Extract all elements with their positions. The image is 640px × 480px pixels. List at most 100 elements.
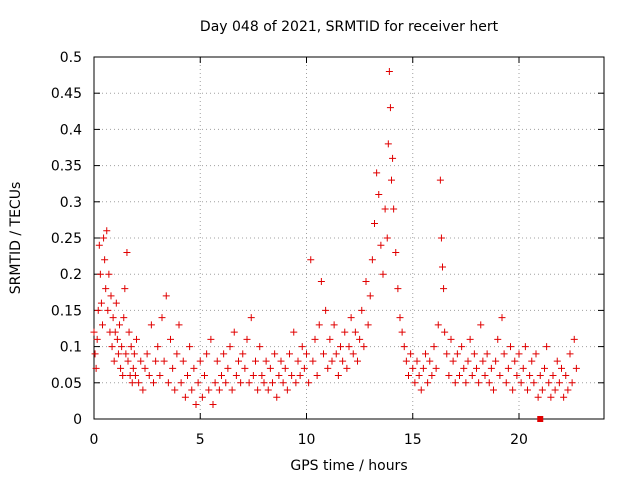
data-point	[521, 343, 529, 351]
grid	[94, 57, 604, 419]
data-point	[256, 343, 264, 351]
data-point	[298, 343, 306, 351]
data-point	[507, 343, 514, 351]
data-point	[392, 248, 400, 256]
data-point	[400, 343, 408, 351]
data-point	[528, 357, 536, 365]
data-point	[164, 379, 172, 387]
data-point	[104, 306, 112, 314]
data-point	[462, 379, 470, 387]
data-point	[300, 364, 308, 372]
data-point	[139, 386, 147, 394]
data-point	[560, 393, 568, 401]
data-point	[371, 220, 378, 228]
data-point	[517, 379, 525, 387]
data-point	[366, 292, 374, 300]
data-point	[388, 176, 395, 184]
data-point	[483, 350, 491, 358]
data-point	[566, 350, 574, 358]
data-point	[398, 328, 406, 336]
data-point	[315, 321, 323, 329]
data-point	[407, 350, 415, 358]
data-point	[419, 364, 427, 372]
data-point	[184, 372, 191, 380]
data-point	[102, 285, 110, 293]
data-point	[453, 350, 461, 358]
y-tick-label: 0.3	[60, 195, 82, 211]
data-point	[105, 270, 113, 278]
data-point	[192, 401, 200, 409]
data-point	[95, 241, 103, 249]
data-point	[228, 386, 236, 394]
data-point	[110, 357, 118, 365]
data-point	[162, 292, 170, 300]
data-point	[494, 335, 502, 343]
data-point	[215, 386, 223, 394]
data-point	[97, 299, 105, 307]
data-point	[117, 364, 125, 372]
data-point	[186, 343, 194, 351]
y-tick-label: 0	[73, 412, 82, 428]
data-point	[389, 154, 397, 162]
data-point	[428, 372, 436, 380]
data-point	[209, 401, 217, 409]
y-tick-label: 0.35	[51, 159, 82, 175]
data-point	[570, 335, 578, 343]
data-point	[424, 379, 432, 387]
data-point	[475, 379, 483, 387]
data-point	[543, 343, 551, 351]
data-point	[141, 364, 149, 372]
data-point	[538, 386, 546, 394]
data-point	[411, 379, 419, 387]
data-point	[101, 256, 109, 264]
data-point	[283, 386, 291, 394]
data-point	[386, 104, 394, 112]
data-point	[91, 350, 99, 358]
data-point	[332, 350, 340, 358]
data-point	[328, 357, 336, 365]
data-point	[112, 299, 120, 307]
data-point	[173, 350, 181, 358]
data-point	[358, 306, 366, 314]
data-point	[562, 372, 570, 380]
y-tick-label: 0.4	[60, 122, 82, 138]
data-point	[317, 277, 325, 285]
data-point	[292, 379, 300, 387]
data-point	[468, 372, 476, 380]
data-point	[120, 314, 128, 322]
data-point	[324, 364, 332, 372]
data-point	[405, 372, 412, 380]
data-point	[360, 343, 368, 351]
data-point	[94, 306, 102, 314]
x-axis-label: GPS time / hours	[290, 458, 407, 474]
data-point	[220, 350, 228, 358]
data-point	[307, 256, 315, 264]
data-point	[131, 372, 139, 380]
data-point	[409, 364, 417, 372]
data-point	[547, 393, 555, 401]
data-point	[364, 321, 372, 329]
data-point	[296, 372, 304, 380]
data-point	[203, 350, 211, 358]
data-point	[553, 357, 561, 365]
data-point	[551, 386, 559, 394]
data-point	[473, 364, 480, 372]
data-point	[466, 335, 474, 343]
data-point	[271, 350, 279, 358]
data-point	[458, 343, 466, 351]
data-point	[545, 379, 553, 387]
data-point	[108, 343, 116, 351]
data-point	[281, 364, 289, 372]
data-point	[456, 372, 463, 380]
data-point	[109, 314, 117, 322]
data-point	[92, 364, 100, 372]
data-point	[245, 379, 253, 387]
data-point	[362, 277, 370, 285]
data-point	[107, 292, 115, 300]
data-point	[437, 234, 445, 242]
data-point	[239, 350, 247, 358]
data-point	[449, 357, 457, 365]
data-point	[470, 350, 478, 358]
data-point	[341, 328, 349, 336]
